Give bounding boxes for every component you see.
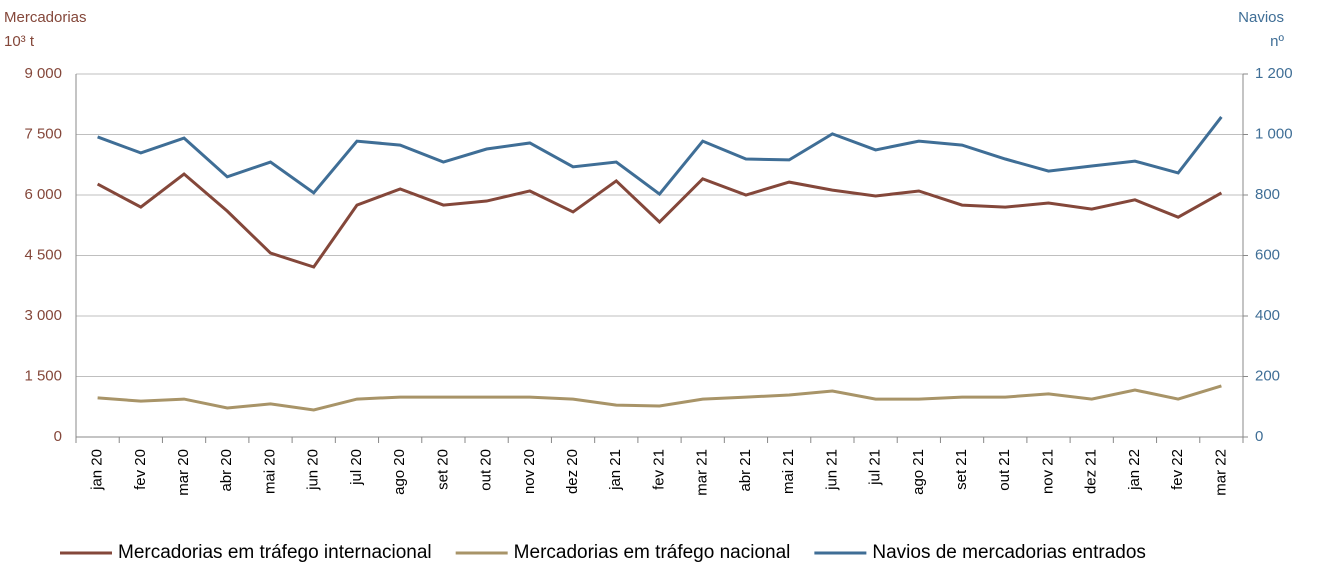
x-tick-label: jun 20 <box>305 449 322 491</box>
x-tick-label: jul 20 <box>348 449 365 486</box>
y2-tick-label: 600 <box>1255 246 1280 263</box>
y-tick-label: 7 500 <box>24 125 62 142</box>
x-tick-label: abr 21 <box>737 449 754 492</box>
x-tick-label: jan 20 <box>89 449 106 491</box>
x-tick-label: nov 21 <box>1039 449 1056 494</box>
y-tick-label: 3 000 <box>24 307 62 324</box>
x-tick-label: mai 21 <box>780 449 797 494</box>
x-tick-label: jun 21 <box>823 449 840 491</box>
x-tick-label: set 20 <box>434 449 451 490</box>
y2-tick-label: 1 200 <box>1255 65 1293 82</box>
x-tick-label: mar 20 <box>175 449 192 496</box>
y-tick-label: 1 500 <box>24 367 62 384</box>
x-tick-label: fev 21 <box>650 449 667 490</box>
x-tick-label: out 20 <box>478 449 495 491</box>
x-tick-label: jan 22 <box>1126 449 1143 491</box>
series-line <box>97 116 1223 197</box>
x-tick-label: ago 20 <box>391 449 408 495</box>
y-axis-unit: 10³ t <box>4 33 35 50</box>
legend-label: Mercadorias em tráfego nacional <box>514 542 791 563</box>
x-tick-label: mai 20 <box>261 449 278 494</box>
y2-axis-title: Navios <box>1238 9 1284 26</box>
y-tick-label: 6 000 <box>24 186 62 203</box>
x-tick-label: jan 21 <box>607 449 624 491</box>
y2-tick-label: 200 <box>1255 367 1280 384</box>
y2-tick-label: 800 <box>1255 186 1280 203</box>
series-line <box>97 384 1222 412</box>
x-tick-label: mar 22 <box>1212 449 1229 496</box>
x-tick-label: ago 21 <box>910 449 927 495</box>
y-tick-label: 4 500 <box>24 246 62 263</box>
x-tick-label: jul 21 <box>867 449 884 486</box>
y2-tick-label: 0 <box>1255 428 1263 445</box>
y-tick-label: 9 000 <box>24 65 62 82</box>
y2-tick-label: 1 000 <box>1255 125 1293 142</box>
y2-tick-label: 400 <box>1255 307 1280 324</box>
x-tick-label: fev 22 <box>1169 449 1186 490</box>
x-tick-label: dez 20 <box>564 449 581 494</box>
y-axis-title: Mercadorias <box>4 9 87 26</box>
x-tick-label: set 21 <box>953 449 970 490</box>
x-tick-label: abr 20 <box>218 449 235 492</box>
x-tick-label: out 21 <box>996 449 1013 491</box>
y2-axis-unit: nº <box>1270 33 1284 50</box>
legend-label: Navios de mercadorias entrados <box>872 542 1146 563</box>
x-tick-label: mar 21 <box>694 449 711 496</box>
legend-label: Mercadorias em tráfego internacional <box>118 542 432 563</box>
x-tick-label: nov 20 <box>521 449 538 494</box>
series-line <box>96 172 1223 269</box>
x-tick-label: dez 21 <box>1083 449 1100 494</box>
y-tick-label: 0 <box>54 428 62 445</box>
x-tick-label: fev 20 <box>132 449 149 490</box>
